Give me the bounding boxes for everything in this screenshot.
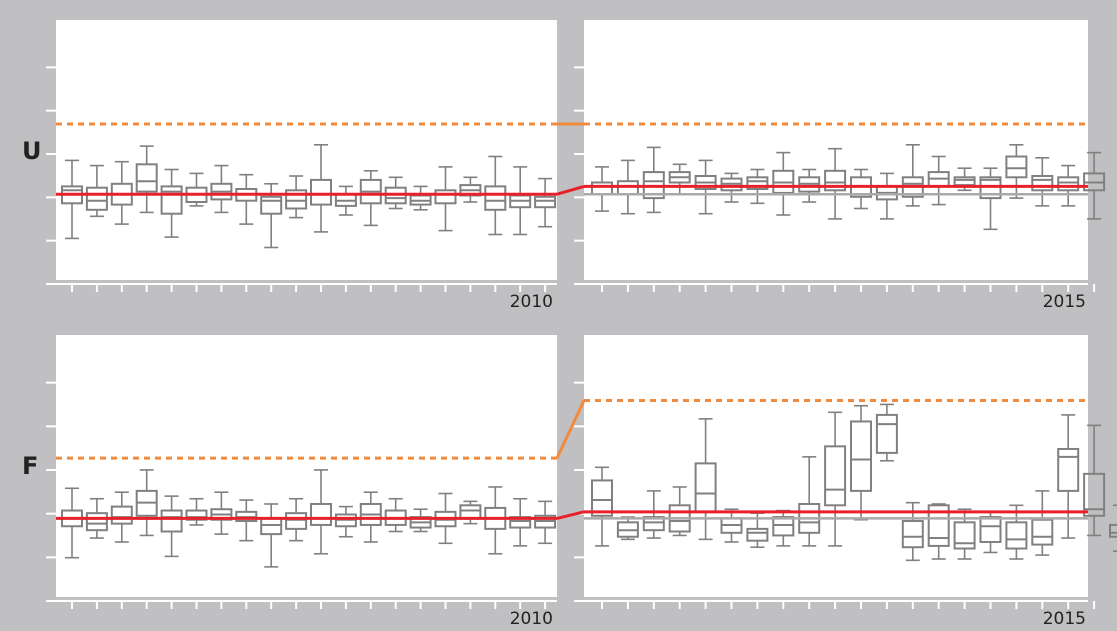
box-u-2010-13 (359, 170, 382, 227)
box-f-2015-14 (927, 503, 950, 560)
box-u-2015-17 (1005, 144, 1028, 199)
box-f-2015-10 (824, 411, 847, 547)
panel-f-2010 (46, 335, 557, 609)
box-f-2015-12 (875, 403, 898, 462)
box-body (824, 169, 847, 192)
box-u-2015-18 (1031, 157, 1054, 207)
box-body (1057, 447, 1080, 492)
box-f-2010-2 (85, 497, 108, 539)
box-u-2010-2 (85, 164, 108, 218)
box-f-2015-15 (953, 508, 976, 560)
box-body (310, 502, 332, 526)
box-f-2015-11 (850, 404, 872, 521)
box-body (85, 186, 108, 211)
box-body (875, 413, 898, 454)
box-body (534, 195, 557, 209)
box-body (285, 512, 308, 530)
mean-connector (556, 510, 585, 520)
panel-u-2015 (574, 20, 1106, 292)
box-u-2015-10 (824, 147, 847, 220)
box-u-2010-18 (484, 155, 507, 236)
box-body (160, 185, 183, 215)
mean-connector (556, 184, 585, 196)
box-body (746, 176, 769, 191)
box-f-2015-5 (694, 418, 717, 541)
box-body (260, 195, 283, 215)
box-body (642, 516, 665, 532)
plot-area-u-2015 (584, 20, 1088, 280)
box-f-2015-13 (901, 501, 924, 562)
box-f-2015-19 (1057, 414, 1080, 539)
chart-row-u: U 2010 2015 (22, 20, 1106, 312)
x-end-label-u-2010: 2010 (510, 292, 553, 312)
connector-u (556, 122, 585, 196)
box-body (1083, 472, 1106, 517)
box-u-2010-10 (285, 175, 308, 219)
box-f-2010-13 (359, 491, 382, 543)
box-body (591, 479, 613, 517)
x-end-label-f-2010: 2010 (510, 609, 553, 629)
x-end-label-u-2015: 2015 (1043, 292, 1086, 312)
box-body (979, 516, 1002, 543)
box-f-2015-1 (591, 466, 613, 547)
box-u-2010-7 (210, 164, 233, 214)
box-u-2015-6 (720, 172, 743, 203)
plot-area-f-2015 (584, 335, 1088, 597)
box-f-2015-18 (1031, 490, 1054, 556)
box-body (772, 516, 795, 537)
box-u-2015-19 (1057, 164, 1080, 207)
box-f-2015-20 (1083, 424, 1106, 537)
box-body (746, 527, 769, 542)
box-body (85, 512, 108, 532)
box-body (484, 185, 507, 211)
box-body (1005, 155, 1028, 179)
box-u-2015-8 (772, 151, 795, 216)
panel-f-2015 (574, 335, 1117, 609)
box-body (824, 445, 847, 507)
box-f-2010-20 (534, 500, 557, 545)
box-u-2010-20 (534, 177, 557, 228)
box-f-2015-2 (616, 516, 639, 541)
box-body (110, 505, 133, 525)
plot-area-f-2010 (56, 335, 557, 597)
box-body (285, 189, 308, 210)
box-body (1005, 521, 1028, 550)
box-body (1031, 518, 1054, 546)
row-label-u: U (22, 137, 42, 165)
row-label-f: F (22, 452, 38, 480)
box-u-2015-20 (1083, 151, 1106, 220)
box-f-2010-15 (409, 508, 432, 533)
box-f-2015-21 (1109, 504, 1117, 552)
panel-u-2010 (46, 20, 557, 292)
box-body (310, 178, 332, 206)
box-body (434, 189, 457, 205)
box-u-2015-13 (901, 144, 924, 207)
box-body (953, 521, 976, 550)
box-u-2010-9 (260, 183, 283, 249)
box-body (927, 504, 950, 547)
box-body (160, 509, 183, 533)
box-body (1031, 175, 1054, 192)
x-end-label-f-2015: 2015 (1043, 609, 1086, 629)
connector-f (555, 399, 586, 520)
box-body (901, 520, 924, 549)
box-f-2010-4 (135, 469, 158, 537)
chart-row-f: F 2010 2015 (22, 335, 1117, 629)
box-body (1057, 176, 1080, 192)
box-body (850, 420, 872, 492)
box-f-2010-17 (459, 500, 482, 525)
box-body (1109, 523, 1117, 538)
box-body (135, 163, 158, 193)
box-u-2015-7 (746, 168, 769, 205)
box-u-2010-5 (160, 168, 183, 238)
threshold-connector (555, 399, 586, 459)
plot-area-u-2010 (56, 20, 557, 280)
